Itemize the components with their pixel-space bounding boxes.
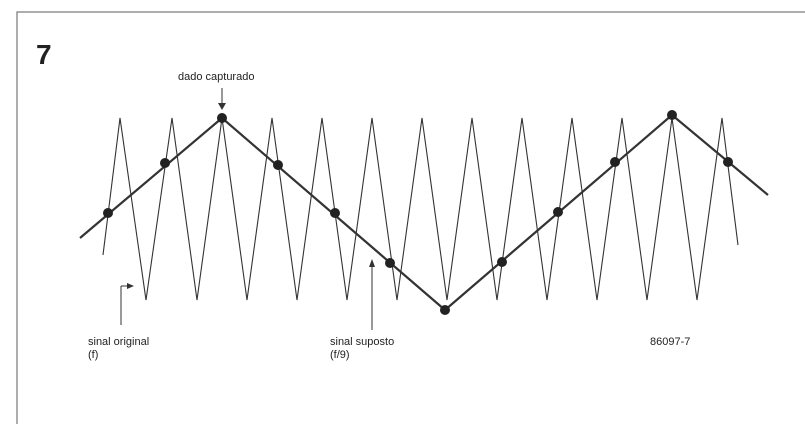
sample-dot [273, 160, 283, 170]
arrow-head [369, 259, 375, 267]
sample-dot [160, 158, 170, 168]
arrow-head [127, 283, 134, 289]
sample-dot [330, 208, 340, 218]
original-label: sinal original [88, 336, 149, 348]
sample-dot [553, 207, 563, 217]
figure-code: 86097-7 [650, 336, 690, 348]
original-freq: (f) [88, 349, 98, 361]
sample-dot [723, 157, 733, 167]
sample-dot [610, 157, 620, 167]
sample-dot [103, 208, 113, 218]
sample-dot [217, 113, 227, 123]
frame [16, 11, 805, 424]
sample-dot [497, 257, 507, 267]
captured-label: dado capturado [178, 71, 254, 83]
original-signal [102, 117, 739, 301]
assumed-freq: (f/9) [330, 349, 350, 361]
sample-dot [440, 305, 450, 315]
assumed-label: sinal suposto [330, 336, 394, 348]
sample-dots [103, 110, 733, 315]
arrow-head [218, 103, 226, 110]
sample-dot [667, 110, 677, 120]
figure-number: 7 [36, 39, 52, 70]
sample-dot [385, 258, 395, 268]
